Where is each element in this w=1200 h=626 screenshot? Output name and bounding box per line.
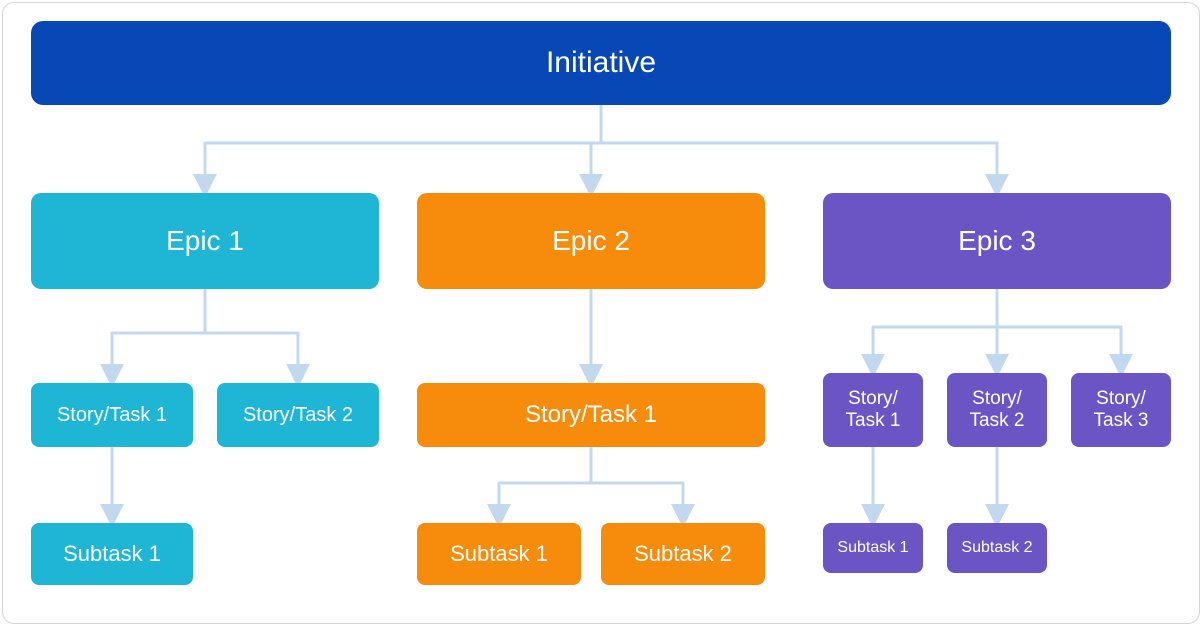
node-label: Story/Task 1 bbox=[525, 401, 657, 429]
node-label: Story/ Task 2 bbox=[970, 388, 1025, 432]
diagram-frame: Initiative Epic 1 Epic 2 Epic 3 Story/Task 1… bbox=[2, 2, 1200, 624]
connector bbox=[997, 289, 1121, 373]
node-e3s3: Story/ Task 3 bbox=[1071, 373, 1171, 447]
node-e1s2: Story/Task 2 bbox=[217, 383, 379, 447]
node-label: Epic 1 bbox=[166, 225, 244, 257]
node-e3s2: Story/ Task 2 bbox=[947, 373, 1047, 447]
connector bbox=[601, 105, 997, 193]
node-label: Story/Task 1 bbox=[57, 404, 167, 427]
node-epic2: Epic 2 bbox=[417, 193, 765, 289]
node-initiative: Initiative bbox=[31, 21, 1171, 105]
node-label: Story/ Task 1 bbox=[846, 388, 901, 432]
node-label: Subtask 2 bbox=[634, 541, 732, 566]
connector bbox=[591, 447, 683, 523]
node-epic3: Epic 3 bbox=[823, 193, 1171, 289]
node-label: Subtask 1 bbox=[63, 541, 161, 566]
node-label: Initiative bbox=[546, 46, 656, 81]
node-e3sub1: Subtask 1 bbox=[823, 523, 923, 573]
node-e2sub1: Subtask 1 bbox=[417, 523, 581, 585]
connector bbox=[205, 289, 298, 383]
connector bbox=[112, 289, 205, 383]
node-label: Subtask 1 bbox=[837, 539, 908, 557]
node-label: Epic 2 bbox=[552, 225, 630, 257]
node-e1s1: Story/Task 1 bbox=[31, 383, 193, 447]
node-label: Subtask 1 bbox=[450, 541, 548, 566]
node-e2sub2: Subtask 2 bbox=[601, 523, 765, 585]
connector bbox=[205, 105, 601, 193]
connector bbox=[499, 447, 591, 523]
node-e3sub2: Subtask 2 bbox=[947, 523, 1047, 573]
node-epic1: Epic 1 bbox=[31, 193, 379, 289]
node-e2s1: Story/Task 1 bbox=[417, 383, 765, 447]
connector bbox=[873, 289, 997, 373]
node-e3s1: Story/ Task 1 bbox=[823, 373, 923, 447]
node-label: Epic 3 bbox=[958, 225, 1036, 257]
node-label: Story/ Task 3 bbox=[1094, 388, 1149, 432]
node-e1sub1: Subtask 1 bbox=[31, 523, 193, 585]
node-label: Subtask 2 bbox=[961, 539, 1032, 557]
node-label: Story/Task 2 bbox=[243, 404, 353, 427]
